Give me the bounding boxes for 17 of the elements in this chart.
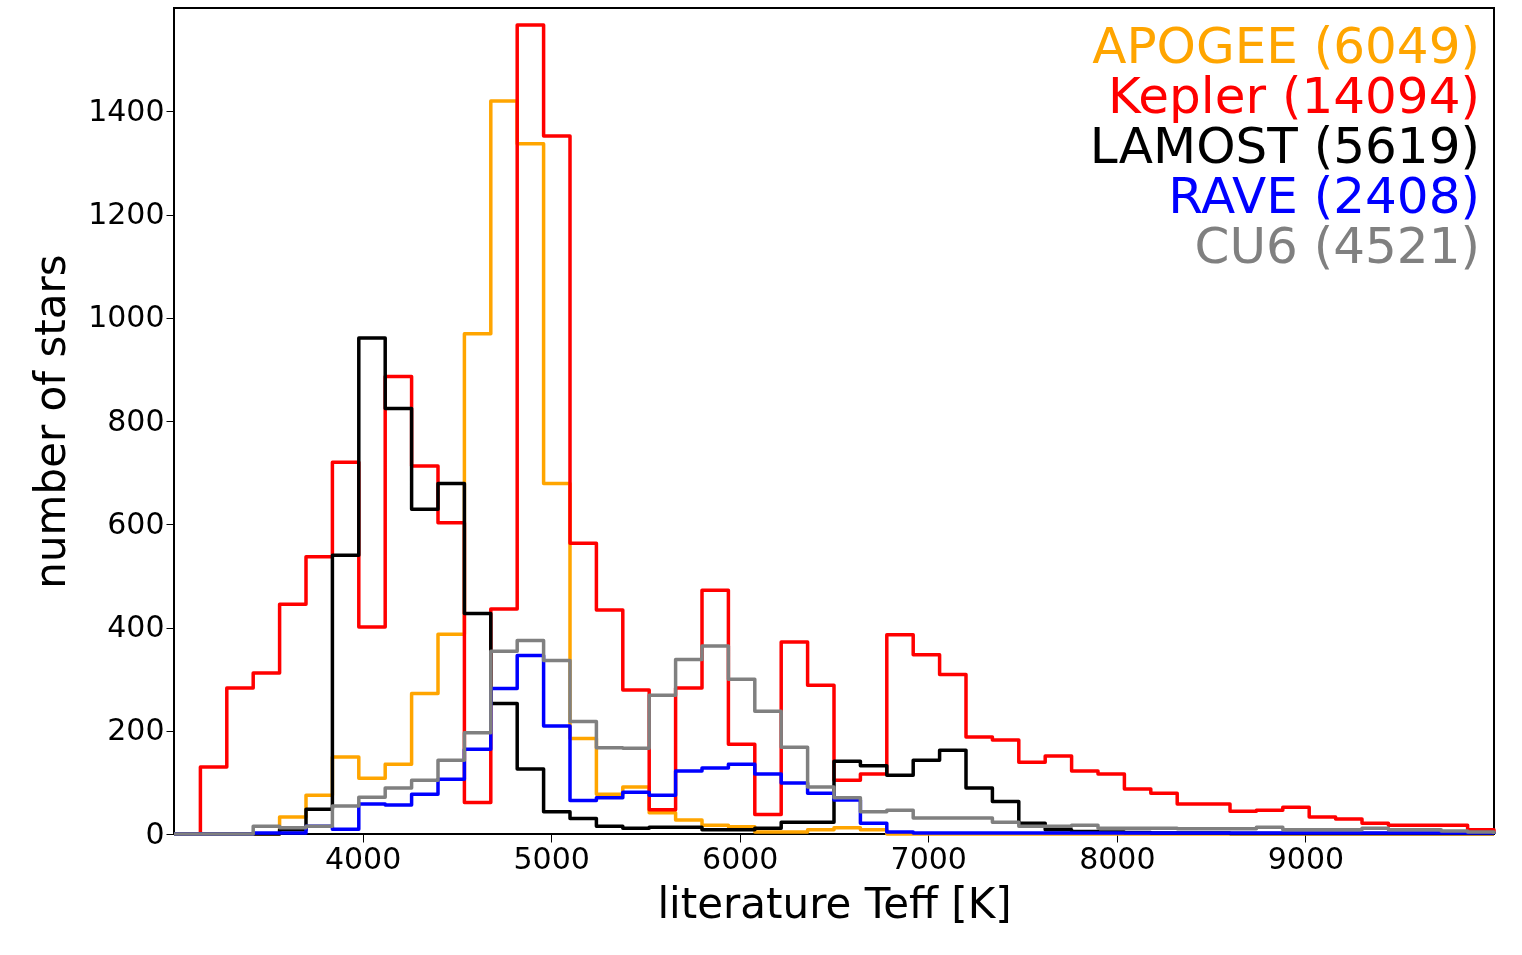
y-axis-title: number of stars [26,254,76,589]
x-tick-label: 8000 [1079,840,1156,876]
y-tick-label: 600 [107,505,165,541]
x-tick-label: 9000 [1267,840,1345,876]
y-tick-label: 0 [145,815,165,851]
x-tick-label: 6000 [702,840,779,876]
text: APOGEE (6049) [1092,17,1480,75]
x-tick-label: 7000 [890,840,967,876]
y-tick-label: 800 [107,402,165,438]
y-tick-label: 1400 [88,92,165,128]
y-tick-label: 200 [107,712,165,748]
x-axis-title: literature Teff [K] [657,878,1012,928]
y-tick-label: 400 [107,609,165,644]
y-tick-label: 1200 [88,196,165,231]
x-tick-label: 5000 [513,840,590,876]
y-tick-label: 1000 [88,299,165,335]
x-tick-label: 4000 [324,840,402,876]
